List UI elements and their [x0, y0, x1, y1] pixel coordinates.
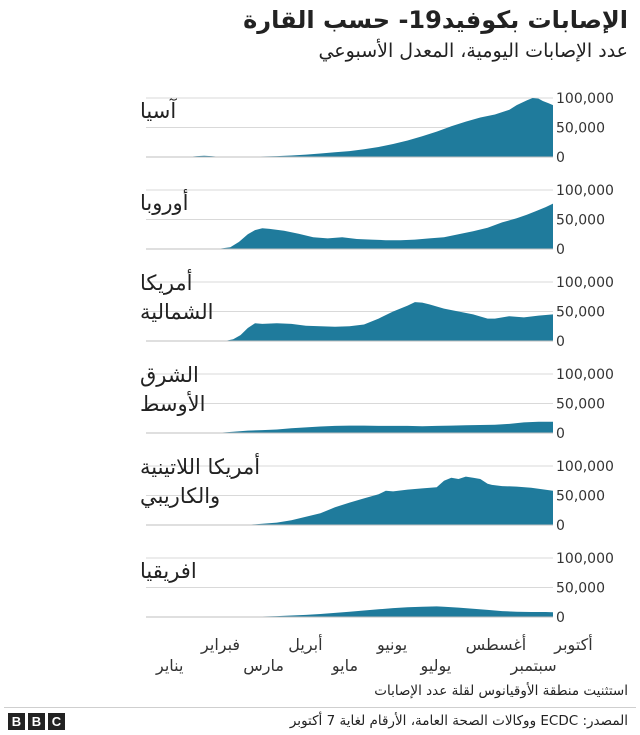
x-tick-label: أبريل — [288, 634, 322, 655]
chart-subtitle: عدد الإصابات اليومية، المعدل الأسبوعي — [318, 40, 628, 62]
source-credit: المصدر: ECDC ووكالات الصحة العامة، الأرق… — [289, 713, 628, 729]
x-tick-label: مايو — [331, 656, 358, 676]
y-tick-label: 100,000 — [556, 551, 614, 567]
panel-label: الشرق — [140, 363, 199, 387]
y-tick-label: 0 — [556, 518, 565, 534]
x-tick-label: أكتوبر — [553, 634, 592, 655]
y-tick-label: 50,000 — [556, 397, 605, 413]
series-area — [146, 421, 553, 433]
x-tick-label: مارس — [243, 656, 284, 676]
panel-label: افريقيا — [140, 559, 197, 583]
series-area — [146, 203, 553, 249]
series-area — [146, 98, 553, 157]
y-tick-label: 50,000 — [556, 489, 605, 505]
panel-label: أمريكا — [140, 269, 193, 295]
y-tick-label: 100,000 — [556, 91, 614, 107]
y-tick-label: 100,000 — [556, 367, 614, 383]
panel-label: الأوسط — [140, 391, 205, 416]
panel-label: الشمالية — [140, 300, 214, 324]
y-tick-label: 50,000 — [556, 305, 605, 321]
panel-label: والكاريبي — [140, 484, 220, 508]
x-tick-label: يناير — [155, 656, 183, 676]
y-tick-label: 0 — [556, 150, 565, 166]
y-tick-label: 100,000 — [556, 459, 614, 475]
panel-label: آسيا — [140, 98, 177, 123]
chart-title: الإصابات بكوفيد19- حسب القارة — [243, 6, 628, 34]
x-tick-label: فبراير — [200, 635, 240, 655]
y-tick-label: 100,000 — [556, 275, 614, 291]
logo-letter: B — [8, 713, 25, 730]
logo-letter: B — [28, 713, 45, 730]
footnote: استثنيت منطقة الأوقيانوس لقلة عدد الإصاب… — [374, 683, 628, 699]
series-area — [146, 476, 553, 525]
series-area — [146, 302, 553, 341]
logo-letter: C — [48, 713, 65, 730]
x-tick-label: يوليو — [420, 656, 452, 676]
y-tick-label: 0 — [556, 426, 565, 442]
y-tick-label: 50,000 — [556, 581, 605, 597]
x-tick-label: أغسطس — [466, 634, 527, 655]
y-tick-label: 50,000 — [556, 213, 605, 229]
y-tick-label: 0 — [556, 610, 565, 626]
y-tick-label: 0 — [556, 334, 565, 350]
footer-divider — [4, 707, 636, 708]
y-tick-label: 50,000 — [556, 121, 605, 137]
panel-label: أوروبا — [140, 189, 189, 215]
series-area — [146, 606, 553, 617]
x-tick-label: سبتمبر — [510, 656, 557, 676]
bbc-logo: B B C — [8, 713, 65, 730]
y-tick-label: 100,000 — [556, 183, 614, 199]
y-tick-label: 0 — [556, 242, 565, 258]
x-tick-label: يونيو — [376, 635, 407, 655]
panel-label: أمريكا اللاتينية — [140, 453, 260, 479]
